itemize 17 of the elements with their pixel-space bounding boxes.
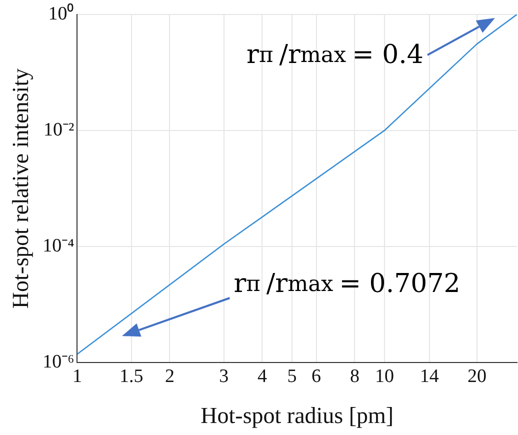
x-tick-label: 5 — [287, 366, 297, 387]
y-tick-label: 10⁻⁴ — [42, 236, 75, 257]
y-axis-title: Hot-spot relative intensity — [8, 68, 33, 309]
x-tick-label: 1 — [72, 366, 82, 387]
x-axis-title: Hot-spot radius [pm] — [200, 403, 394, 428]
y-tick-label: 10⁻⁶ — [42, 352, 74, 373]
x-tick-label: 2 — [164, 366, 174, 387]
x-tick-label: 3 — [219, 366, 229, 387]
x-tick-label: 8 — [350, 366, 360, 387]
x-tick-label: 14 — [420, 366, 440, 387]
x-tick-label: 1.5 — [119, 366, 144, 387]
y-tick-label: 10⁻² — [44, 119, 75, 140]
x-tick-label: 20 — [467, 366, 486, 387]
y-tick-label: 10⁰ — [48, 2, 74, 24]
x-tick-label: 10 — [374, 366, 394, 387]
x-tick-label: 6 — [312, 366, 322, 387]
x-tick-label: 4 — [257, 366, 268, 387]
